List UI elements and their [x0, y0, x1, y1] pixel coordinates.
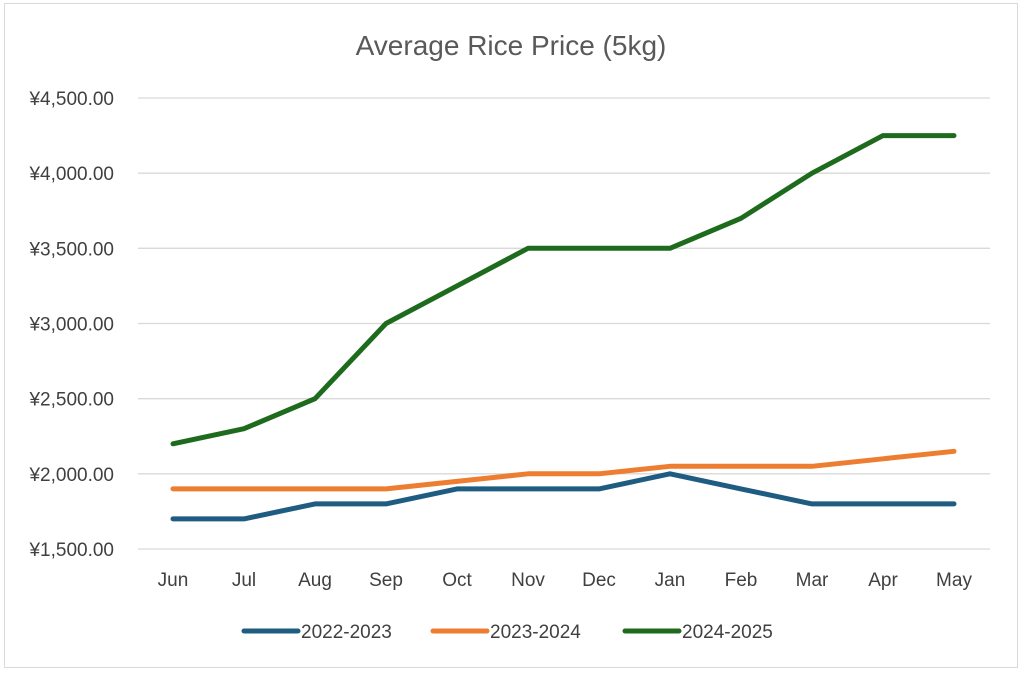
y-axis-ticks: ¥4,500.00 ¥4,000.00 ¥3,500.00 ¥3,000.00 ¥2,5… — [28, 89, 114, 561]
series-line-2024-2025 — [170, 133, 957, 447]
chart-frame — [4, 3, 1018, 668]
gridlines — [138, 97, 990, 550]
series-line-2023-2024 — [170, 448, 957, 492]
chart-title: Average Rice Price (5kg) — [356, 30, 667, 61]
x-tick-label: Aug — [298, 570, 332, 591]
series-line-2022-2023 — [170, 471, 957, 522]
x-tick-label: Feb — [725, 570, 758, 591]
x-tick-label: Mar — [796, 570, 829, 591]
legend: 2022-2023 2023-2024 2024-2025 — [241, 622, 773, 643]
y-tick-label: ¥4,500.00 — [28, 89, 114, 110]
y-tick-label: ¥3,000.00 — [28, 315, 114, 336]
y-tick-label: ¥2,500.00 — [28, 390, 114, 411]
x-tick-label: Apr — [868, 570, 898, 591]
x-tick-label: Dec — [582, 570, 616, 591]
x-tick-label: Sep — [369, 570, 403, 591]
x-tick-label: Nov — [511, 570, 545, 591]
x-tick-label: Jul — [232, 570, 256, 591]
x-tick-label: Jun — [158, 570, 189, 591]
legend-label: 2023-2024 — [490, 622, 581, 643]
y-tick-label: ¥2,000.00 — [28, 465, 114, 486]
y-tick-label: ¥4,000.00 — [28, 164, 114, 185]
y-tick-label: ¥1,500.00 — [28, 540, 114, 561]
legend-label: 2024-2025 — [682, 622, 773, 643]
y-tick-label: ¥3,500.00 — [28, 239, 114, 260]
legend-label: 2022-2023 — [301, 622, 392, 643]
x-tick-label: May — [936, 570, 972, 591]
series-lines — [170, 133, 957, 522]
x-tick-label: Jan — [655, 570, 686, 591]
x-tick-label: Oct — [442, 570, 472, 591]
x-axis-ticks: Jun Jul Aug Sep Oct Nov Dec Jan Feb Mar Apr May — [158, 570, 973, 591]
